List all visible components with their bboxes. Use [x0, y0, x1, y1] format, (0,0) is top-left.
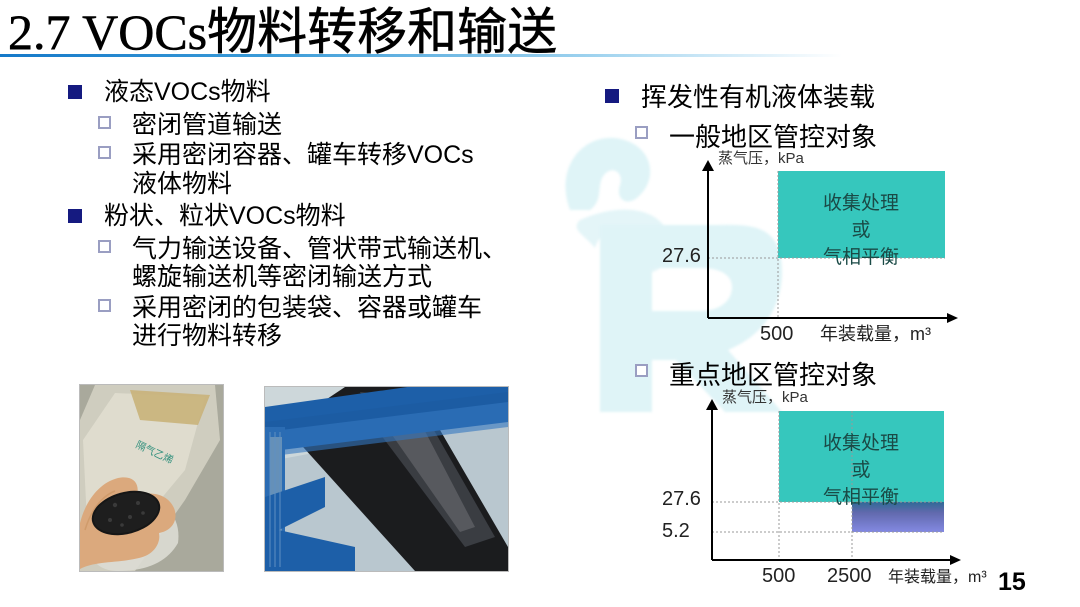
svg-text:气相平衡: 气相平衡: [823, 486, 899, 508]
svg-text:500: 500: [762, 565, 795, 587]
svg-text:蒸气压，kPa: 蒸气压，kPa: [722, 389, 809, 406]
svg-text:年装载量，m³: 年装载量，m³: [888, 568, 987, 586]
svg-text:或: 或: [851, 459, 870, 481]
svg-text:27.6: 27.6: [662, 488, 701, 510]
svg-text:2500: 2500: [827, 565, 872, 587]
svg-text:收集处理: 收集处理: [823, 432, 899, 454]
svg-text:5.2: 5.2: [662, 520, 690, 542]
